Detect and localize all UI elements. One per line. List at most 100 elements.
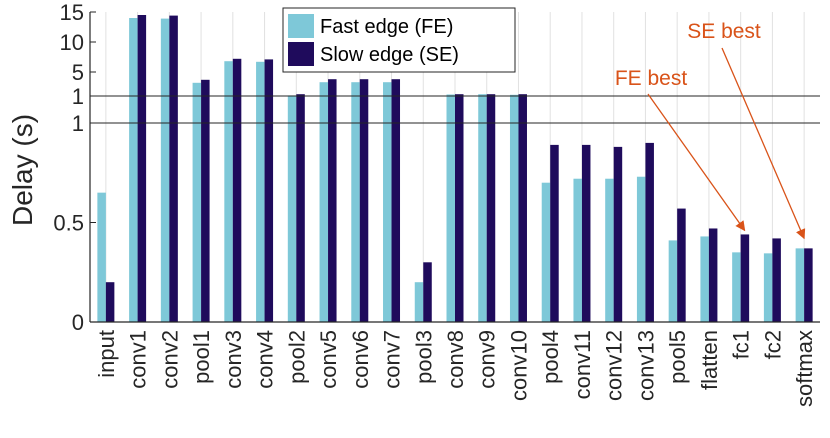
bar [518,94,527,322]
bar-segment [740,234,750,322]
bar [160,18,170,322]
annotation-label: SE best [687,20,761,43]
x-tick-label: pool3 [411,330,436,384]
y-tick-label: 0.5 [53,211,84,236]
bar [97,192,106,322]
bar-segment [772,238,781,322]
bar-segment [478,123,487,322]
x-tick-label: fc1 [729,330,754,359]
bar-segment [613,146,623,322]
y-tick-label: 0 [72,310,84,335]
bar [264,59,274,322]
bar [581,144,591,322]
bar-segment [391,96,401,123]
bar-segment [455,96,464,123]
bar-segment [518,123,527,322]
bar-segment [677,208,686,322]
bar [359,79,369,322]
bar [391,79,401,322]
axes [89,11,820,323]
bar [740,234,750,322]
bar-segment [319,82,329,96]
bar-segment [296,96,305,123]
y-tick-label: 15 [60,0,84,25]
bar-segment [224,96,233,123]
bar-segment [509,96,519,123]
bar-segment [256,123,265,322]
x-tick-label: conv3 [221,330,246,389]
y-tick-label: 1 [72,84,84,109]
bar [645,142,654,322]
bar [319,82,329,322]
x-tick-label: conv1 [126,330,151,389]
x-tick-label: input [94,330,119,378]
bar [455,94,464,322]
legend-label: Fast edge (FE) [320,16,453,38]
annotation-arrow [647,93,746,232]
x-tick-label: conv7 [380,330,405,389]
bar-segment [232,58,242,96]
bar-segment [636,176,646,322]
x-tick-label: conv11 [570,330,595,399]
bar [446,94,455,322]
bar-segment [509,123,519,322]
bar [201,79,210,322]
bar-segment [391,79,401,96]
x-tick-label: conv12 [602,330,627,401]
bar [763,253,773,322]
bar-segment [287,96,297,123]
legend-swatch [288,14,314,38]
bar [541,182,551,322]
legend-box [282,7,516,73]
annotation-label: FE best [615,67,688,90]
x-tick-label: fc2 [760,330,785,359]
bar-segment [763,253,773,322]
bar-segment [129,18,138,96]
x-tick-label: pool2 [284,330,309,384]
bar-segment [192,123,202,322]
x-tick-label: conv9 [475,330,500,389]
legend-swatch [288,42,314,66]
bar-segment [97,192,106,322]
bar-segment [169,96,178,123]
x-tick-label: softmax [792,330,817,407]
bar-segment [668,240,678,322]
bar-segment [359,96,369,123]
bar-segment [137,96,147,123]
bar-segment [573,178,582,322]
bar-segment [446,96,455,123]
x-tick-label: conv8 [443,330,468,389]
bars [97,15,813,322]
bar [573,178,582,322]
legend-label: Slow edge (SE) [320,44,459,66]
bar-segment [319,96,329,123]
bar-segment [708,228,718,322]
bar-segment [645,142,654,322]
bar [605,178,614,322]
bar-segment [201,96,210,123]
bar-segment [351,96,360,123]
bar-segment [795,248,805,322]
bar [287,95,297,322]
bar-segment [518,96,527,123]
bar-segment [232,96,242,123]
bar [383,82,392,322]
x-tick-label: conv5 [316,330,341,389]
bar [708,228,718,322]
bar-segment [264,59,274,96]
x-tick-label: conv4 [253,330,278,389]
bar [732,252,741,322]
bar [700,236,709,322]
bar-segment [328,79,337,96]
bar-segment [455,123,464,322]
bar-segment [296,94,305,96]
bar [137,15,147,322]
bar-segment [486,123,496,322]
bar-segment [478,96,487,123]
bar-segment [446,94,455,96]
bar-segment [192,82,202,96]
bar [423,262,432,322]
bar-segment [192,96,202,123]
bar-segment [804,248,813,322]
